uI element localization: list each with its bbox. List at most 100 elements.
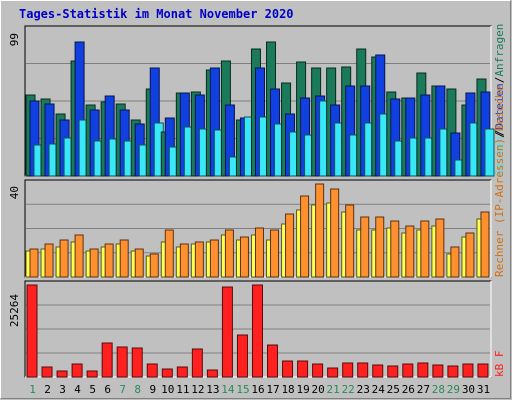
bar-besuche-26 — [405, 225, 415, 278]
legend-entry-sep: / — [493, 77, 506, 84]
y-max-label-3: 25264 — [8, 294, 21, 327]
bar-besuche-29 — [450, 246, 460, 278]
x-tick-label-19: 19 — [296, 383, 309, 396]
x-tick-label-8: 8 — [134, 383, 141, 396]
x-tick-label-27: 27 — [417, 383, 430, 396]
bar-besuche-25 — [390, 220, 400, 278]
bar-besuche-16 — [254, 227, 264, 278]
bar-besuche-10 — [164, 229, 174, 278]
bar-kb-30 — [462, 363, 474, 378]
y-max-label-2: 40 — [8, 186, 21, 199]
bar-kb-26 — [402, 363, 414, 378]
x-tick-label-3: 3 — [59, 383, 66, 396]
legend-entry-anfragen: Anfragen — [493, 24, 506, 77]
x-tick-label-10: 10 — [161, 383, 174, 396]
bar-kb-1 — [26, 284, 38, 378]
bar-besuche-23 — [360, 216, 370, 278]
x-tick-label-24: 24 — [372, 383, 386, 396]
x-tick-label-29: 29 — [447, 383, 460, 396]
x-tick-label-26: 26 — [402, 383, 415, 396]
x-tick-label-18: 18 — [281, 383, 294, 396]
x-tick-label-23: 23 — [357, 383, 370, 396]
x-tick-label-30: 30 — [462, 383, 475, 396]
bar-kb-16 — [251, 284, 263, 378]
legend-entry-sep: / — [493, 131, 506, 138]
x-tick-label-14: 14 — [221, 383, 235, 396]
legend-panel-2: Rechner (IP-Adressen)/Besuche — [493, 85, 506, 277]
bar-kb-12 — [191, 348, 203, 378]
legend-entry-dateien: Dateien — [493, 83, 506, 129]
bar-kb-11 — [176, 366, 188, 378]
legend-panel-1: Seiten/Dateien/Anfragen — [493, 24, 506, 176]
bar-besuche-24 — [375, 216, 385, 278]
x-tick-label-4: 4 — [74, 383, 81, 396]
bar-kb-15 — [236, 334, 248, 378]
bar-besuche-7 — [119, 239, 129, 278]
bar-besuche-27 — [420, 220, 430, 278]
x-tick-label-11: 11 — [176, 383, 189, 396]
bar-besuche-12 — [194, 241, 204, 278]
bar-besuche-8 — [134, 248, 144, 278]
bar-kb-4 — [71, 363, 83, 378]
bar-besuche-20 — [315, 183, 325, 278]
bar-kb-7 — [116, 346, 128, 378]
bar-besuche-11 — [179, 243, 189, 278]
bar-besuche-22 — [345, 204, 355, 278]
legend-entry-besuche: Besuche — [493, 85, 506, 131]
bar-kb-3 — [56, 370, 68, 378]
bar-kb-19 — [297, 360, 309, 378]
x-tick-label-13: 13 — [206, 383, 219, 396]
bar-kb-17 — [267, 344, 279, 378]
bar-kb-6 — [101, 342, 113, 378]
bar-besuche-13 — [209, 239, 219, 278]
bar-besuche-18 — [285, 213, 295, 278]
bar-kb-10 — [161, 368, 173, 378]
bar-kb-27 — [417, 362, 429, 378]
x-tick-label-21: 21 — [327, 383, 340, 396]
bar-kb-22 — [342, 362, 354, 378]
bar-kb-8 — [131, 347, 143, 378]
bar-kb-2 — [41, 366, 53, 378]
y-max-label-1: 99 — [8, 33, 21, 46]
bar-besuche-3 — [59, 239, 69, 278]
bar-besuche-14 — [224, 229, 234, 278]
bar-kb-29 — [447, 365, 459, 378]
bar-kb-25 — [387, 365, 399, 378]
bar-kb-18 — [282, 360, 294, 378]
x-tick-label-20: 20 — [312, 383, 325, 396]
bar-besuche-19 — [300, 195, 310, 278]
bar-besuche-17 — [270, 229, 280, 278]
bar-besuche-5 — [89, 248, 99, 278]
bar-kb-28 — [432, 364, 444, 378]
x-tick-label-31: 31 — [477, 383, 490, 396]
bar-kb-23 — [357, 362, 369, 378]
x-tick-label-5: 5 — [89, 383, 96, 396]
bar-seiten-31 — [484, 128, 495, 177]
bar-kb-13 — [206, 369, 218, 378]
x-tick-label-17: 17 — [266, 383, 279, 396]
bar-besuche-31 — [480, 211, 490, 278]
bar-kb-31 — [477, 363, 489, 378]
bar-kb-14 — [221, 286, 233, 378]
x-tick-label-1: 1 — [29, 383, 36, 396]
chart-title: Tages-Statistik im Monat November 2020 — [19, 7, 294, 21]
bar-kb-9 — [146, 363, 158, 378]
x-tick-label-6: 6 — [104, 383, 111, 396]
bar-kb-24 — [372, 364, 384, 378]
bar-besuche-9 — [149, 253, 159, 278]
x-tick-label-16: 16 — [251, 383, 264, 396]
legend-entry-sep: / — [493, 130, 506, 137]
legend-entry-seiten: Seiten — [493, 136, 506, 176]
x-tick-label-12: 12 — [191, 383, 204, 396]
bar-kb-21 — [327, 367, 339, 378]
bar-besuche-2 — [44, 243, 54, 278]
bar-besuche-15 — [239, 236, 249, 278]
x-tick-label-15: 15 — [236, 383, 249, 396]
x-tick-label-9: 9 — [149, 383, 156, 396]
x-tick-label-28: 28 — [432, 383, 445, 396]
x-tick-label-7: 7 — [119, 383, 126, 396]
legend-entry-rechner: Rechner (IP-Adressen) — [493, 138, 506, 277]
bar-besuche-4 — [74, 234, 84, 278]
bar-kb-20 — [312, 363, 324, 378]
